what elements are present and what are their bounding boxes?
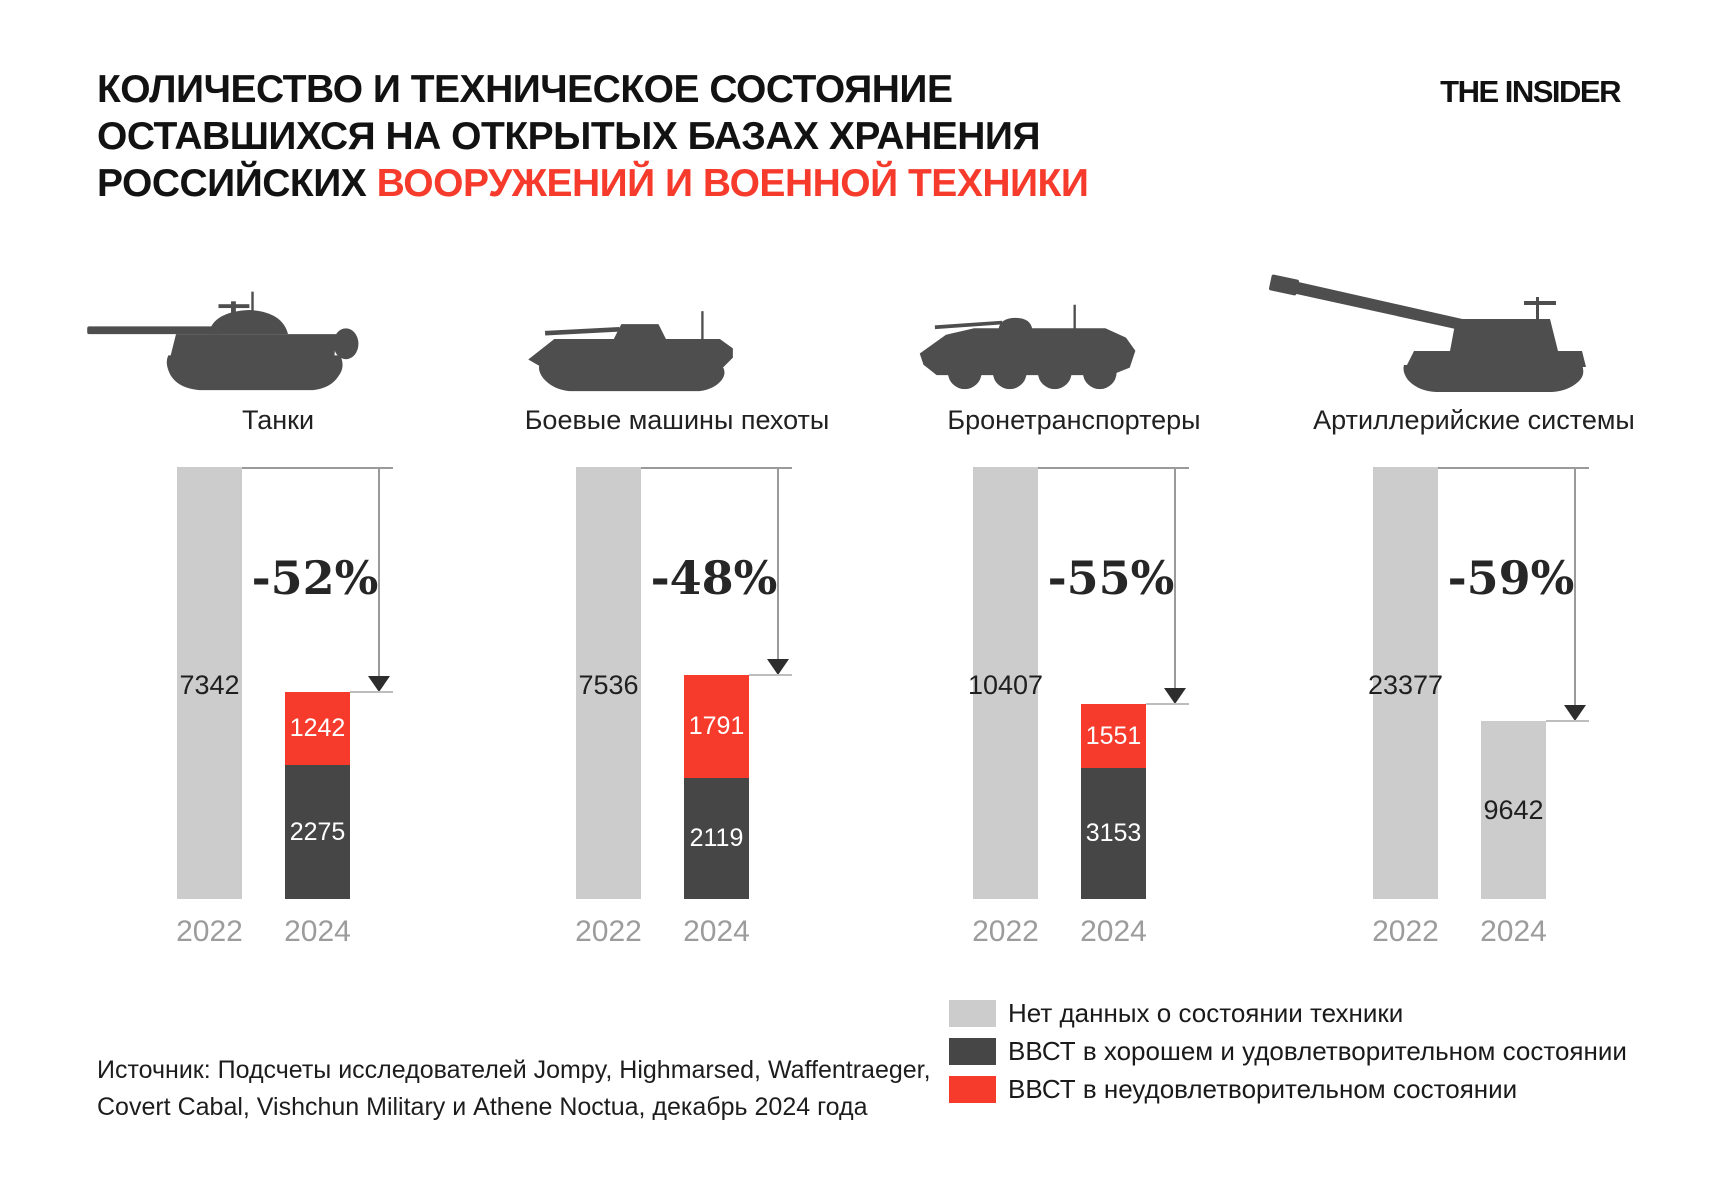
- bar-2022: 10407: [968, 467, 1043, 899]
- year-label-2022: 2022: [176, 915, 243, 948]
- value-2022: 23377: [1367, 670, 1444, 700]
- category-label: Бронетранспортеры: [947, 405, 1201, 435]
- year-label-2022: 2022: [972, 915, 1039, 948]
- segment-bad-condition: 1242: [285, 692, 350, 765]
- value-bad: 1791: [688, 712, 745, 740]
- value-2022: 10407: [967, 670, 1044, 700]
- bar-2022: 23377: [1368, 467, 1443, 899]
- bar-2024: 1791 2119: [684, 675, 749, 899]
- chart-group-apc: Бронетранспортеры 10407 -55% 1551 3153 2…: [919, 245, 1213, 985]
- bar-2024: 1551 3153: [1081, 704, 1146, 899]
- percent-change: -48%: [650, 551, 778, 605]
- apc-icon: [916, 245, 1141, 393]
- arrow-line: [777, 467, 779, 659]
- arrow-line: [378, 467, 380, 676]
- legend-swatch-bad: [949, 1076, 996, 1103]
- arrow-down-icon: [1164, 688, 1186, 704]
- legend-label: ВВСТ в неудовлетворительном состоянии: [1008, 1074, 1518, 1104]
- value-2022: 7342: [179, 670, 240, 700]
- arrow-top-line: [641, 467, 792, 469]
- source-note: Источник: Подсчеты исследователей Jompy,…: [97, 1052, 931, 1126]
- value-good: 2119: [689, 824, 744, 852]
- legend-swatch-no-data: [949, 1000, 996, 1027]
- bar-2024: 1242 2275: [285, 692, 350, 899]
- chart-group-artillery: Артиллерийские системы 23377 -59% 9642 2…: [1269, 245, 1635, 985]
- year-label-2022: 2022: [1372, 915, 1439, 948]
- segment-good-condition: 2119: [684, 778, 749, 899]
- arrow-line: [1574, 467, 1576, 705]
- arrow-base-line: [1146, 703, 1189, 705]
- percent-change: -52%: [251, 551, 379, 605]
- arrow-base-line: [749, 674, 792, 676]
- bar-2022: 7536: [576, 467, 641, 899]
- arrow-down-icon: [368, 676, 390, 692]
- legend-row-good: ВВСТ в хорошем и удовлетворительном сост…: [949, 1036, 1627, 1066]
- category-label: Боевые машины пехоты: [524, 405, 830, 435]
- year-label-2022: 2022: [575, 915, 642, 948]
- title-line1: КОЛИЧЕСТВО И ТЕХНИЧЕСКОЕ СОСТОЯНИЕ: [97, 68, 953, 111]
- source-line2: Covert Cabal, Vishchun Military и Athene…: [97, 1093, 868, 1121]
- legend-swatch-good: [949, 1038, 996, 1065]
- year-label-2024: 2024: [284, 915, 351, 948]
- arrow-down-icon: [1564, 705, 1586, 721]
- arrow-base-line: [1546, 720, 1589, 722]
- chart-tanks: 7342 -52% 1242 2275 2022 2024: [176, 467, 417, 948]
- chart-artillery: 23377 -59% 9642 2022 2024: [1368, 467, 1613, 948]
- percent-change: -55%: [1047, 551, 1175, 605]
- arrow-top-line: [1438, 467, 1589, 469]
- value-bad: 1551: [1085, 721, 1142, 750]
- chart-ifv: 7536 -48% 1791 2119 2022 2024: [575, 467, 816, 948]
- category-label: Танки: [241, 405, 315, 435]
- chart-group-tanks: Танки 7342 -52% 1242 2275 2022 2024: [87, 245, 417, 985]
- value-good: 2275: [289, 817, 346, 846]
- source-line1: Источник: Подсчеты исследователей Jompy,…: [97, 1056, 931, 1084]
- legend-label: Нет данных о состоянии техники: [1008, 998, 1404, 1028]
- artillery-icon: [1268, 245, 1588, 393]
- segment-good-condition: 2275: [285, 765, 350, 899]
- arrow-top-line: [242, 467, 393, 469]
- arrow-down-icon: [767, 659, 789, 675]
- tank-icon: [87, 245, 377, 393]
- legend-row-no-data: Нет данных о состоянии техники: [949, 998, 1627, 1028]
- arrow-top-line: [1038, 467, 1189, 469]
- value-unknown: 9642: [1483, 794, 1544, 825]
- bar-2024: 9642: [1481, 721, 1546, 899]
- percent-change: -59%: [1447, 551, 1575, 605]
- chart-apc: 10407 -55% 1551 3153 2022 2024: [968, 467, 1213, 948]
- segment-bad-condition: 1791: [684, 675, 749, 778]
- segment-bad-condition: 1551: [1081, 704, 1146, 768]
- arrow-line: [1174, 467, 1176, 688]
- title-line3-black: РОССИЙСКИХ: [97, 162, 367, 205]
- value-2022: 7536: [578, 670, 639, 700]
- bar-2022: 7342: [177, 467, 242, 899]
- year-label-2024: 2024: [1480, 915, 1547, 948]
- ifv-icon: [524, 245, 739, 393]
- brand-logo: THE INSIDER: [1440, 74, 1621, 109]
- value-good: 3153: [1085, 819, 1142, 847]
- title-line3-red: ВООРУЖЕНИЙ И ВОЕННОЙ ТЕХНИКИ: [376, 162, 1089, 205]
- legend-row-bad: ВВСТ в неудовлетворительном состоянии: [949, 1074, 1627, 1104]
- title-line2: ОСТАВШИХСЯ НА ОТКРЫТЫХ БАЗАХ ХРАНЕНИЯ: [97, 115, 1041, 158]
- legend-label: ВВСТ в хорошем и удовлетворительном сост…: [1008, 1036, 1627, 1066]
- page-title: КОЛИЧЕСТВО И ТЕХНИЧЕСКОЕ СОСТОЯНИЕ ОСТАВ…: [97, 66, 1089, 207]
- arrow-base-line: [350, 691, 393, 693]
- category-label: Артиллерийские системы: [1313, 405, 1635, 435]
- legend: Нет данных о состоянии техники ВВСТ в хо…: [949, 998, 1627, 1114]
- chart-group-ifv: Боевые машины пехоты 7536 -48% 1791 2119…: [525, 245, 829, 985]
- year-label-2024: 2024: [1080, 915, 1147, 948]
- value-bad: 1242: [289, 714, 346, 742]
- year-label-2024: 2024: [683, 915, 750, 948]
- segment-good-condition: 3153: [1081, 768, 1146, 899]
